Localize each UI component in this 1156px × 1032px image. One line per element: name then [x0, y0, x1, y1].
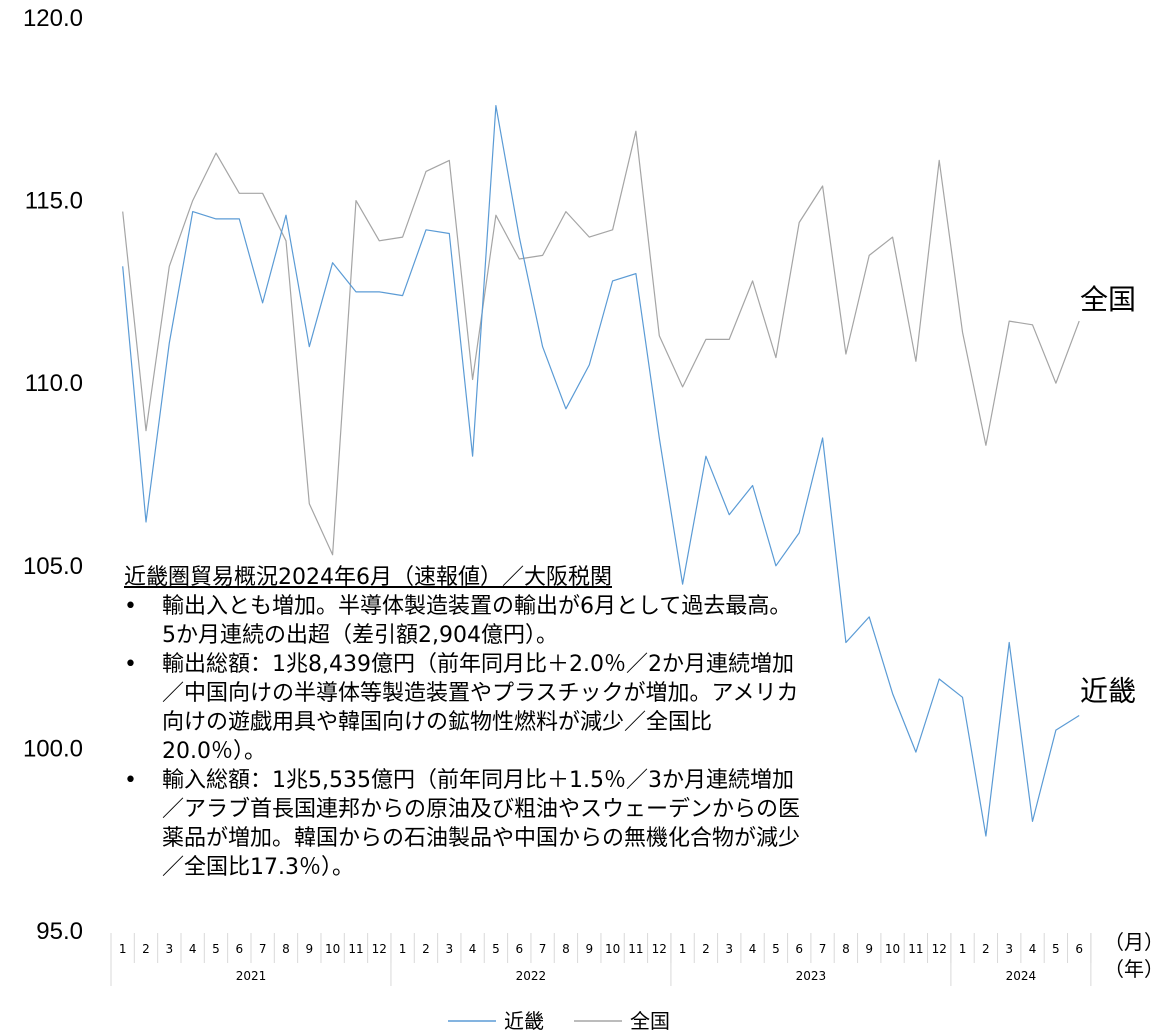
x-month-tick-label: 12: [932, 942, 947, 956]
legend-label: 近畿: [504, 1009, 544, 1032]
annotation-bullet-text: 輸入総額：1兆5,535億円（前年同月比＋1.5％／3か月連続増加／アラブ首長国…: [162, 768, 801, 880]
x-year-tick-label: 2023: [796, 969, 827, 983]
x-month-tick-label: 11: [908, 942, 923, 956]
annotation-bullet-text: 輸出入とも増加。半導体製造装置の輸出が6月として過去最高。5か月連続の出超（差引…: [162, 594, 792, 648]
bullet-icon: •: [124, 594, 137, 619]
x-month-tick-label: 9: [585, 942, 593, 956]
x-month-tick-label: 8: [562, 942, 570, 956]
x-month-tick-label: 10: [325, 942, 340, 956]
series-end-label: 全国: [1080, 283, 1136, 316]
series-line-kinki: [122, 104, 1080, 837]
x-year-tick-label: 2021: [236, 969, 267, 983]
y-axis: 95.0 100.0 105.0 110.0 115.0 120.0: [23, 5, 83, 945]
x-axis: 1 2 3 4 5 6 7 8 9 10 11 12 1 2 3 4 5 6 7 8 9 10 11 12 1 2 3 4 5 6 7 8 9 1…: [110, 930, 1156, 986]
x-month-tick-label: 7: [539, 942, 547, 956]
y-tick-label: 115.0: [25, 188, 83, 215]
y-tick-label: 100.0: [23, 735, 83, 762]
y-tick-label: 105.0: [23, 553, 83, 580]
x-month-tick-label: 12: [652, 942, 667, 956]
x-month-tick-label: 1: [119, 942, 127, 956]
annotation-box: 近畿圏貿易概況2024年6月（速報値）／大阪税関 • 輸出入とも増加。半導体製造装…: [112, 563, 802, 882]
annotation-bullet-text: 輸出総額：1兆8,439億円（前年同月比＋2.0％／2か月連続増加／中国向けの半…: [162, 652, 799, 764]
x-month-tick-label: 6: [515, 942, 523, 956]
x-month-tick-label: 3: [725, 942, 733, 956]
x-month-tick-label: 8: [842, 942, 850, 956]
y-tick-label: 110.0: [25, 370, 83, 397]
x-month-tick-label: 1: [959, 942, 967, 956]
annotation-bullet-item: • 輸出入とも増加。半導体製造装置の輸出が6月として過去最高。5か月連続の出超（差…: [112, 592, 802, 650]
annotation-bullet-item: • 輸入総額：1兆5,535億円（前年同月比＋1.5％／3か月連続増加／アラブ首長…: [112, 766, 802, 882]
x-month-tick-label: 5: [492, 942, 500, 956]
bullet-icon: •: [124, 768, 137, 793]
x-month-tick-label: 12: [372, 942, 387, 956]
x-month-tick-label: 10: [885, 942, 900, 956]
x-month-tick-label: 9: [865, 942, 873, 956]
x-month-tick-label: 2: [982, 942, 990, 956]
x-month-tick-label: 11: [628, 942, 643, 956]
x-month-tick-label: 4: [469, 942, 477, 956]
x-month-tick-label: 10: [605, 942, 620, 956]
x-month-tick-label: 7: [819, 942, 827, 956]
series-line-national: [122, 130, 1080, 556]
legend-label: 全国: [630, 1009, 670, 1032]
x-month-tick-label: 7: [259, 942, 267, 956]
x-month-tick-label: 4: [1029, 942, 1037, 956]
x-month-tick-label: 5: [212, 942, 220, 956]
x-month-tick-label: 2: [422, 942, 430, 956]
x-month-tick-label: 1: [679, 942, 687, 956]
x-unit-year: （年）: [1104, 957, 1156, 981]
x-month-tick-label: 4: [189, 942, 197, 956]
x-month-tick-label: 5: [772, 942, 780, 956]
x-month-tick-label: 11: [348, 942, 363, 956]
x-month-tick-label: 3: [1005, 942, 1013, 956]
x-month-tick-label: 4: [749, 942, 757, 956]
annotation-bullet-item: • 輸出総額：1兆8,439億円（前年同月比＋2.0％／2か月連続増加／中国向けの…: [112, 650, 802, 766]
y-tick-label: 120.0: [23, 5, 83, 32]
x-month-tick-label: 6: [1075, 942, 1083, 956]
x-year-tick-label: 2024: [1006, 969, 1037, 983]
x-month-tick-label: 1: [399, 942, 407, 956]
x-month-tick-label: 3: [166, 942, 174, 956]
series-layer: [122, 104, 1080, 837]
bullet-icon: •: [124, 652, 137, 677]
annotation-bullet-list: • 輸出入とも増加。半導体製造装置の輸出が6月として過去最高。5か月連続の出超（差…: [112, 592, 802, 882]
x-year-tick-label: 2022: [516, 969, 547, 983]
x-month-tick-label: 9: [305, 942, 313, 956]
annotation-title: 近畿圏貿易概況2024年6月（速報値）／大阪税関: [124, 565, 612, 590]
x-unit-month: （月）: [1104, 930, 1156, 954]
legend: 近畿 全国: [448, 1009, 670, 1032]
x-month-tick-label: 6: [235, 942, 243, 956]
x-month-tick-label: 2: [142, 942, 150, 956]
x-month-tick-label: 3: [445, 942, 453, 956]
x-month-tick-label: 8: [282, 942, 290, 956]
x-month-tick-label: 5: [1052, 942, 1060, 956]
x-month-tick-label: 6: [795, 942, 803, 956]
series-end-label: 近畿: [1080, 675, 1136, 708]
y-tick-label: 95.0: [36, 918, 83, 945]
x-month-tick-label: 2: [702, 942, 710, 956]
